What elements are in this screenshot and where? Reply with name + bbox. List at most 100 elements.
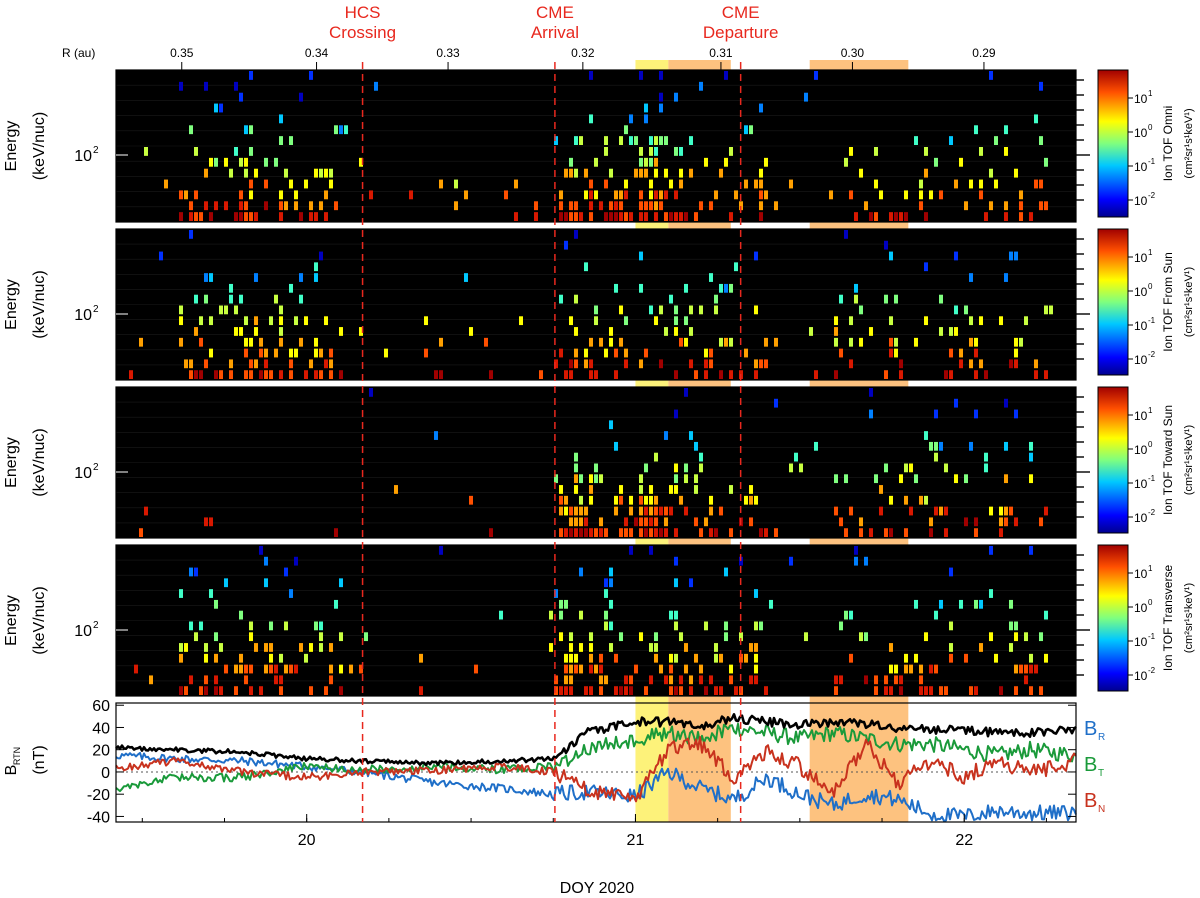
spectrogram-pixel bbox=[434, 370, 438, 379]
y-axis-label: Energy bbox=[3, 437, 20, 488]
spectrogram-pixel bbox=[984, 452, 988, 462]
mag-y-tick-label: -20 bbox=[87, 787, 110, 804]
spectrogram-pixel bbox=[454, 179, 458, 189]
spectrogram-pixel bbox=[204, 643, 208, 652]
y-axis-label: Energy bbox=[3, 595, 20, 646]
spectrogram-pixel bbox=[694, 441, 698, 451]
spectrogram-pixel bbox=[729, 485, 733, 494]
spectrogram-pixel bbox=[229, 168, 233, 178]
spectrogram-pixel bbox=[654, 147, 658, 156]
spectrogram-pixel bbox=[909, 664, 913, 674]
spectrogram-pixel bbox=[874, 686, 878, 695]
spectrogram-pixel bbox=[854, 546, 858, 555]
spectrogram-pixel bbox=[179, 212, 183, 221]
spectrogram-pixel bbox=[969, 686, 973, 695]
spectrogram-pixel bbox=[659, 528, 663, 537]
spectrogram-pixel bbox=[309, 201, 313, 211]
spectrogram-pixel bbox=[674, 621, 678, 631]
spectrogram-pixel bbox=[889, 495, 893, 505]
spectrogram-pixel bbox=[569, 506, 573, 516]
spectrogram-pixel bbox=[554, 589, 558, 598]
series-line-b bbox=[115, 712, 1077, 767]
spectrogram-pixel bbox=[269, 664, 273, 674]
spectrogram-pixel bbox=[194, 212, 198, 221]
y-axis-unit: (keV/nuc) bbox=[31, 112, 48, 180]
spectrogram-pixel bbox=[1029, 653, 1033, 663]
spectrogram-pixel bbox=[134, 664, 138, 674]
spectrogram-pixel bbox=[744, 653, 748, 663]
spectrogram-pixel bbox=[239, 653, 243, 663]
spectrogram-pixel bbox=[164, 179, 168, 189]
spectrogram-pixel bbox=[199, 212, 203, 221]
spectrogram-pixel bbox=[934, 409, 938, 419]
spectrogram-pixel bbox=[674, 653, 678, 663]
spectrogram-pixel bbox=[934, 506, 938, 516]
spectrogram-pixel bbox=[604, 610, 608, 620]
spectrogram-pixel bbox=[929, 517, 933, 527]
spectrogram-pixel bbox=[594, 528, 598, 537]
spectrogram-pixel bbox=[679, 147, 683, 156]
spectrogram-pixel bbox=[279, 114, 283, 124]
spectrogram-pixel bbox=[739, 632, 743, 642]
spectrogram-pixel bbox=[739, 653, 743, 663]
spectrogram-pixel bbox=[969, 441, 973, 451]
spectrogram-pixel bbox=[754, 653, 758, 663]
spectrogram-pixel bbox=[679, 686, 683, 695]
spectrogram-pixel bbox=[659, 190, 663, 200]
spectrogram-pixel bbox=[704, 359, 708, 369]
spectrogram-pixel bbox=[684, 643, 688, 652]
spectrogram-pixel bbox=[199, 337, 203, 347]
spectrogram-pixel bbox=[599, 675, 603, 685]
spectrogram-pixel bbox=[1019, 190, 1023, 200]
spectrogram-pixel bbox=[999, 316, 1003, 326]
spectrogram-pixel bbox=[739, 556, 743, 566]
colorbar-tick-label: 10 bbox=[1134, 126, 1148, 140]
spectrogram-pixel bbox=[899, 675, 903, 685]
spectrogram-pixel bbox=[209, 517, 213, 527]
spectrogram-pixel bbox=[224, 305, 228, 315]
annotation-line1: HCS bbox=[345, 3, 381, 22]
spectrogram-pixel bbox=[904, 463, 908, 473]
annotation-line2: Crossing bbox=[329, 23, 396, 42]
spectrogram-pixel bbox=[559, 599, 563, 609]
spectrogram-pixel bbox=[194, 567, 198, 577]
spectrogram-pixel bbox=[764, 190, 768, 200]
spectrogram-pixel bbox=[1019, 212, 1023, 221]
spectrogram-pixel bbox=[629, 546, 633, 555]
spectrogram-pixel bbox=[664, 212, 668, 221]
spectrogram-pixel bbox=[639, 632, 643, 642]
spectrogram-pixel bbox=[464, 190, 468, 200]
spectrogram-pixel bbox=[994, 653, 998, 663]
spectrogram-pixel bbox=[704, 686, 708, 695]
spectrogram-pixel bbox=[954, 327, 958, 336]
spectrogram-pixel bbox=[989, 589, 993, 598]
spectrogram-pixel bbox=[844, 528, 848, 537]
spectrogram-pixel bbox=[554, 136, 558, 145]
spectrogram-pixel bbox=[329, 643, 333, 652]
spectrogram-pixel bbox=[604, 179, 608, 189]
spectrogram-pixel bbox=[719, 686, 723, 695]
spectrogram-pixel bbox=[919, 675, 923, 685]
spectrogram-pixel bbox=[569, 157, 573, 167]
y-tick-label: 10 bbox=[74, 623, 92, 640]
spectrogram-pixel bbox=[1034, 370, 1038, 379]
spectrogram-pixel bbox=[849, 190, 853, 200]
spectrogram-pixel bbox=[654, 136, 658, 145]
spectrogram-pixel bbox=[579, 495, 583, 505]
spectrogram-pixel bbox=[924, 212, 928, 221]
spectrogram-pixel bbox=[949, 643, 953, 652]
spectrogram-pixel bbox=[744, 179, 748, 189]
spectrogram-pixel bbox=[334, 125, 338, 135]
spectrogram-pixel bbox=[604, 589, 608, 598]
spectrogram-pixel bbox=[974, 125, 978, 135]
r-tick-label: 0.30 bbox=[841, 46, 865, 60]
spectrogram-pixel bbox=[1029, 212, 1033, 221]
spectrogram-pixel bbox=[1014, 409, 1018, 419]
spectrogram-pixel bbox=[569, 528, 573, 537]
spectrogram-pixel bbox=[304, 653, 308, 663]
spectrogram-pixel bbox=[849, 316, 853, 326]
spectrogram-pixel bbox=[139, 528, 143, 537]
colorbar-tick-exponent: 1 bbox=[1148, 564, 1153, 573]
spectrogram-pixel bbox=[649, 190, 653, 200]
